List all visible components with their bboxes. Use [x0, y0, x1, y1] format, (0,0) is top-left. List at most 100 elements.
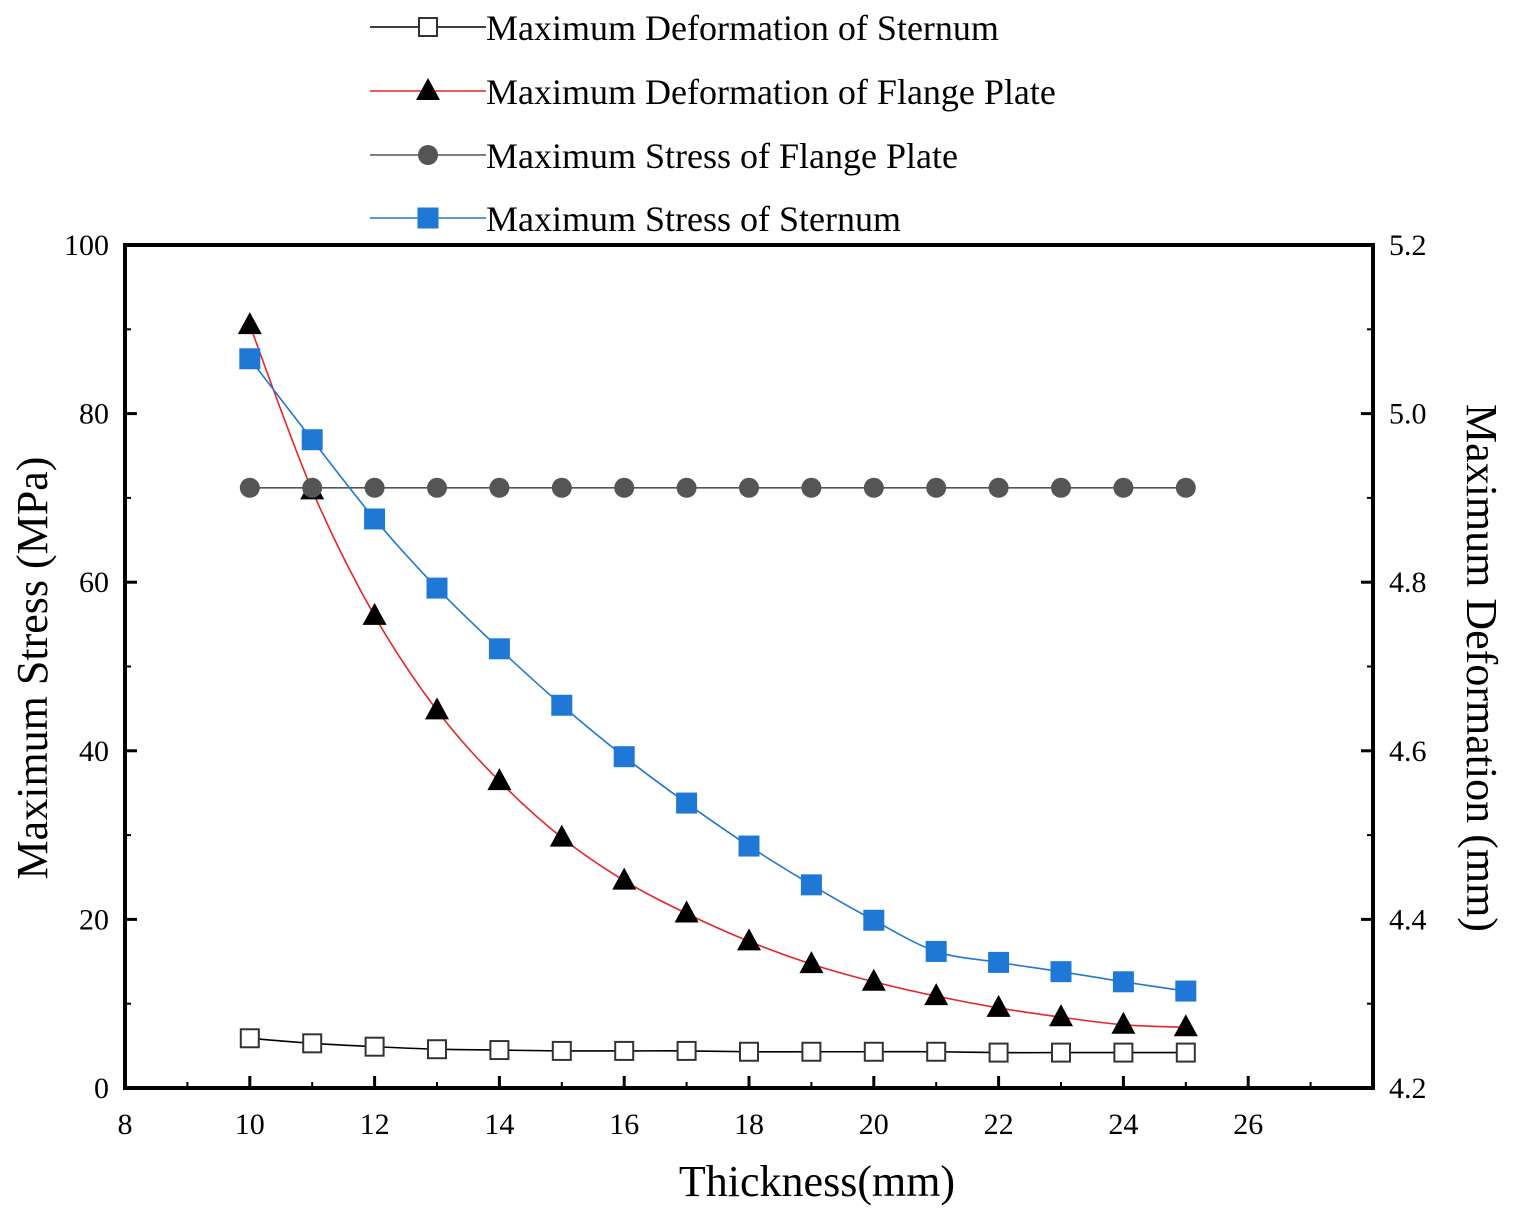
series-point — [800, 874, 822, 896]
legend-item-3: Maximum Stress of Flange Plate — [370, 136, 958, 176]
series-point — [489, 477, 510, 498]
x-tick-label: 20 — [859, 1108, 889, 1141]
series-point — [676, 792, 698, 814]
legend-marker — [418, 17, 438, 37]
series-point — [1111, 1011, 1136, 1034]
series-point — [1050, 961, 1072, 983]
legend: Maximum Deformation of Sternum Maximum De… — [370, 8, 1056, 239]
series-point — [427, 1039, 447, 1060]
tick-labels: 8 10 12 14 16 18 20 22 24 26 0 20 40 60 80 100 4.2 4.4 4.6… — [64, 229, 1427, 1141]
series-point — [426, 577, 448, 599]
series-point — [1175, 477, 1196, 498]
series-point — [801, 477, 822, 498]
series-point — [1175, 980, 1197, 1002]
legend-label: Maximum Stress of Sternum — [486, 199, 901, 239]
series-point — [612, 867, 637, 890]
series-line — [249, 1037, 1186, 1054]
series-point — [1051, 477, 1071, 498]
y-left-tick-label: 40 — [79, 735, 109, 768]
legend-label: Maximum Deformation of Flange Plate — [486, 72, 1056, 112]
x-tick-label: 22 — [984, 1108, 1014, 1141]
plot-frame — [123, 243, 1375, 1090]
series-point — [863, 909, 885, 931]
y-right-tick-label: 4.2 — [1389, 1072, 1427, 1105]
series-point — [676, 1040, 697, 1061]
series-point — [488, 638, 510, 660]
series-point — [988, 1042, 1009, 1063]
series-point — [924, 983, 949, 1006]
series-point — [739, 477, 759, 498]
legend-item-2: Maximum Deformation of Flange Plate — [370, 72, 1056, 112]
x-tick-label: 24 — [1108, 1108, 1138, 1141]
ticks — [123, 243, 1373, 1090]
series-point — [739, 1041, 759, 1062]
y-right-tick-label: 4.8 — [1389, 566, 1427, 599]
x-axis-title: Thickness(mm) — [679, 1157, 955, 1206]
y-left-tick-label: 100 — [64, 229, 109, 262]
series-point — [427, 477, 447, 498]
series-point — [364, 1036, 385, 1057]
y-left-tick-label: 80 — [79, 398, 109, 431]
series-point — [801, 1041, 822, 1062]
series-point — [551, 477, 572, 498]
y-right-tick-label: 5.0 — [1389, 398, 1427, 431]
series-point — [1049, 1004, 1073, 1027]
series-point — [799, 951, 824, 974]
series-point — [549, 824, 574, 847]
y-left-tick-label: 60 — [79, 566, 109, 599]
y-right-axis-title: Maximum Deformation (mm) — [1457, 404, 1506, 932]
series-point — [302, 1033, 323, 1054]
series-point — [1175, 1042, 1196, 1063]
x-tick-label: 26 — [1233, 1108, 1263, 1141]
series-point — [613, 746, 635, 768]
series-point — [737, 928, 761, 951]
series-point — [362, 602, 387, 625]
y-left-tick-label: 20 — [79, 903, 109, 936]
series-point — [364, 477, 385, 498]
series-point — [861, 968, 886, 991]
series-point — [239, 348, 261, 370]
y-right-tick-label: 5.2 — [1389, 229, 1427, 262]
series-point — [1113, 1042, 1134, 1063]
x-tick-label: 8 — [118, 1108, 133, 1141]
y-left-tick-label: 0 — [94, 1072, 109, 1105]
y-left-axis-title: Maximum Stress (MPa) — [8, 457, 57, 880]
series-point — [1173, 1014, 1198, 1037]
legend-marker — [416, 78, 440, 100]
x-tick-label: 14 — [484, 1108, 514, 1141]
series-1 — [239, 1028, 1196, 1063]
series-2 — [237, 312, 1198, 1037]
legend-item-4: Maximum Stress of Sternum — [370, 199, 901, 239]
legend-label: Maximum Deformation of Sternum — [486, 8, 999, 48]
legend-item-1: Maximum Deformation of Sternum — [370, 8, 999, 48]
legend-label: Maximum Stress of Flange Plate — [486, 136, 958, 176]
y-right-tick-label: 4.6 — [1389, 735, 1427, 768]
series-point — [239, 1028, 260, 1049]
series-point — [425, 697, 449, 720]
series-point — [738, 835, 760, 857]
series-point — [926, 477, 947, 498]
series-point — [302, 477, 323, 498]
series-point — [926, 1041, 947, 1062]
series-4 — [239, 348, 1197, 1002]
series-point — [676, 477, 697, 498]
series-point — [237, 312, 262, 335]
series-point — [301, 429, 323, 451]
series-point — [988, 951, 1010, 973]
series-point — [1113, 477, 1134, 498]
y-right-tick-label: 4.4 — [1389, 903, 1427, 936]
series-point — [239, 477, 260, 498]
series-line — [249, 324, 1186, 1029]
series-3 — [239, 477, 1196, 498]
x-tick-label: 18 — [734, 1108, 764, 1141]
series-point — [1051, 1042, 1071, 1063]
series-point — [614, 1040, 635, 1061]
series-point — [614, 477, 635, 498]
series-point — [487, 768, 512, 791]
series-point — [551, 694, 573, 716]
series-point — [551, 1040, 572, 1061]
series-line — [249, 358, 1186, 992]
series-point — [863, 477, 884, 498]
series-point — [863, 1041, 884, 1062]
